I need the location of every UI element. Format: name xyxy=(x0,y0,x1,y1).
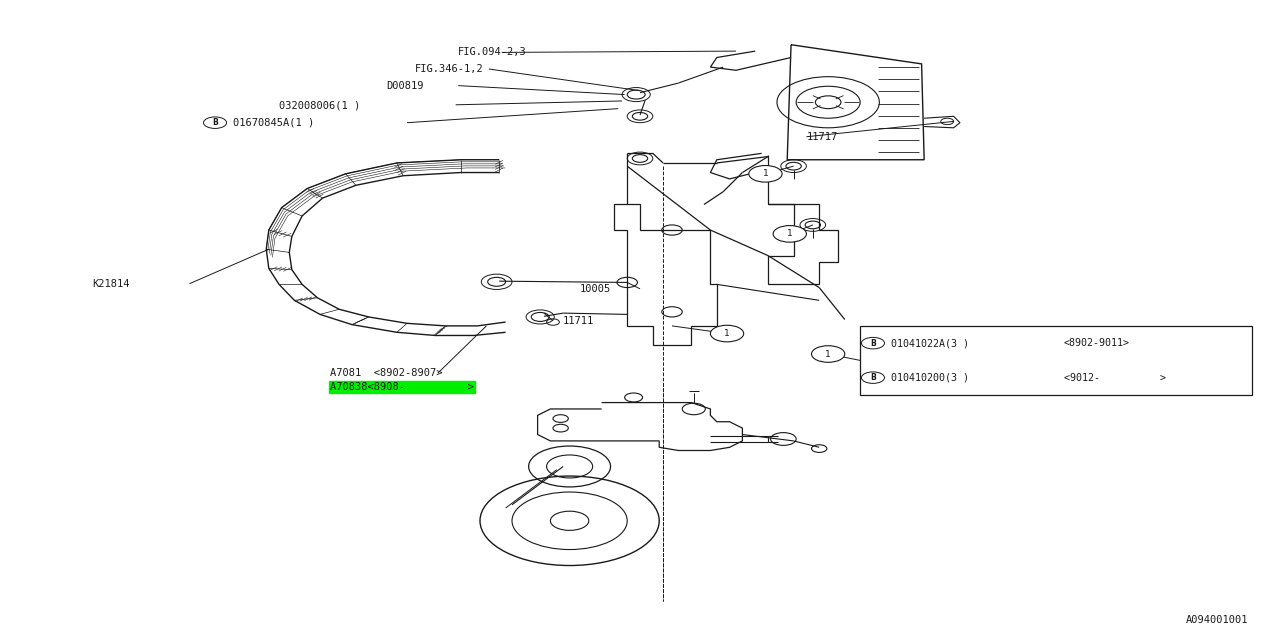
Circle shape xyxy=(861,372,884,383)
Text: 1: 1 xyxy=(787,229,792,238)
Text: 010410200(3 ): 010410200(3 ) xyxy=(891,373,969,383)
Text: 01670845A(1 ): 01670845A(1 ) xyxy=(233,118,314,128)
Circle shape xyxy=(749,166,782,182)
Circle shape xyxy=(204,117,227,128)
Text: 1: 1 xyxy=(724,329,730,338)
Text: 01041022A(3 ): 01041022A(3 ) xyxy=(891,338,969,348)
Bar xyxy=(860,326,1252,395)
Text: A094001001: A094001001 xyxy=(1185,615,1248,625)
Text: FIG.094-2,3: FIG.094-2,3 xyxy=(458,47,527,58)
Text: K21814: K21814 xyxy=(92,279,129,289)
Text: B: B xyxy=(212,118,218,127)
Text: <9012-          >: <9012- > xyxy=(1064,373,1166,383)
Text: A70838<8908-          >: A70838<8908- > xyxy=(330,382,474,392)
Text: 10005: 10005 xyxy=(580,284,611,294)
Circle shape xyxy=(710,325,744,342)
Circle shape xyxy=(861,337,884,349)
Text: D00819: D00819 xyxy=(387,81,424,91)
Text: 11711: 11711 xyxy=(563,316,594,326)
Text: 11717: 11717 xyxy=(806,132,837,142)
Text: B: B xyxy=(870,339,876,348)
Circle shape xyxy=(773,226,806,242)
Text: 1: 1 xyxy=(826,350,831,358)
Text: <8902-9011>: <8902-9011> xyxy=(1064,338,1130,348)
Circle shape xyxy=(812,346,845,362)
Text: FIG.346-1,2: FIG.346-1,2 xyxy=(415,64,484,74)
Text: 032008006(1 ): 032008006(1 ) xyxy=(279,100,360,111)
Text: B: B xyxy=(870,373,876,382)
Text: A7081  <8902-8907>: A7081 <8902-8907> xyxy=(330,368,443,378)
Text: 1: 1 xyxy=(763,169,768,178)
